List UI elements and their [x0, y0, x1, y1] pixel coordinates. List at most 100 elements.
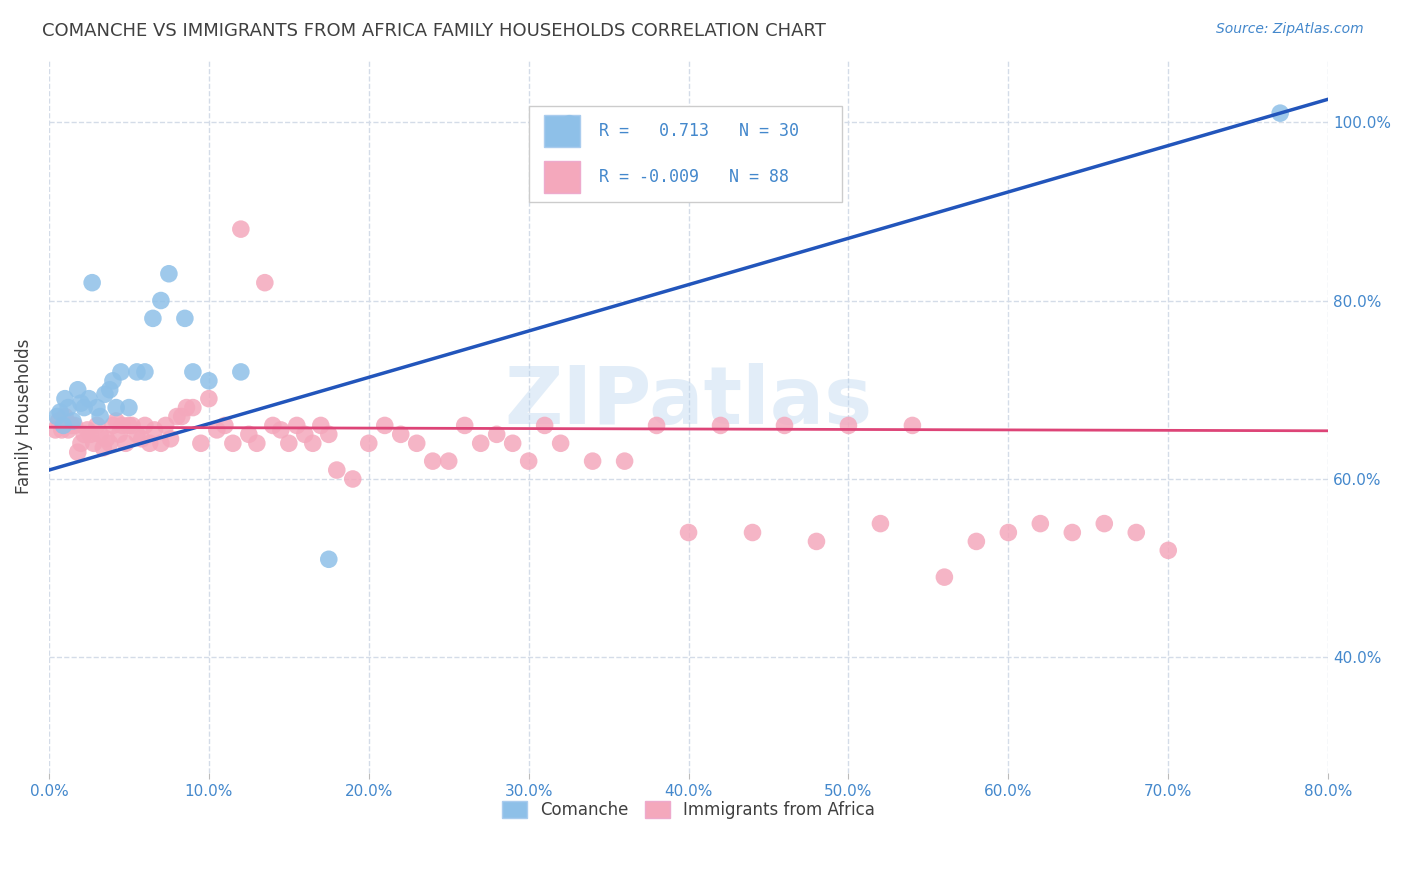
Point	[131, 432, 153, 446]
Point	[437, 454, 460, 468]
Point	[138, 436, 160, 450]
Point	[262, 418, 284, 433]
Point	[405, 436, 427, 450]
Point	[101, 374, 124, 388]
Point	[89, 427, 111, 442]
Point	[1092, 516, 1115, 531]
Point	[89, 409, 111, 424]
Point	[159, 432, 181, 446]
Point	[56, 423, 79, 437]
Point	[470, 436, 492, 450]
Point	[229, 365, 252, 379]
Point	[48, 414, 70, 428]
Point	[86, 418, 108, 433]
Point	[157, 267, 180, 281]
Point	[181, 365, 204, 379]
Point	[134, 365, 156, 379]
Point	[806, 534, 828, 549]
Point	[66, 383, 89, 397]
Point	[301, 436, 323, 450]
Point	[678, 525, 700, 540]
Point	[91, 441, 114, 455]
Point	[62, 414, 84, 428]
Point	[86, 401, 108, 415]
Point	[118, 401, 141, 415]
Point	[125, 427, 148, 442]
Point	[53, 392, 76, 406]
Point	[79, 427, 101, 442]
Point	[645, 418, 668, 433]
Point	[741, 525, 763, 540]
Point	[105, 401, 128, 415]
Point	[96, 432, 118, 446]
Point	[389, 427, 412, 442]
Point	[82, 276, 104, 290]
Point	[318, 427, 340, 442]
Point	[709, 418, 731, 433]
Point	[101, 418, 124, 433]
Point	[173, 311, 195, 326]
Point	[51, 423, 73, 437]
Point	[613, 454, 636, 468]
Point	[294, 427, 316, 442]
Point	[1270, 106, 1292, 120]
Point	[1062, 525, 1084, 540]
Point	[326, 463, 349, 477]
Point	[965, 534, 987, 549]
Point	[176, 401, 198, 415]
Point	[70, 436, 93, 450]
Point	[229, 222, 252, 236]
Point	[108, 427, 131, 442]
Point	[170, 409, 193, 424]
Point	[134, 418, 156, 433]
Point	[214, 418, 236, 433]
Point	[1029, 516, 1052, 531]
Y-axis label: Family Households: Family Households	[15, 339, 32, 494]
Point	[934, 570, 956, 584]
Point	[270, 423, 292, 437]
Point	[869, 516, 891, 531]
Point	[125, 365, 148, 379]
Point	[422, 454, 444, 468]
Point	[94, 387, 117, 401]
Point	[73, 401, 96, 415]
Point	[533, 418, 555, 433]
Point	[46, 409, 69, 424]
Point	[149, 436, 172, 450]
Point	[60, 418, 83, 433]
Text: Source: ZipAtlas.com: Source: ZipAtlas.com	[1216, 22, 1364, 37]
Point	[454, 418, 477, 433]
Point	[76, 423, 98, 437]
Point	[277, 436, 299, 450]
Point	[166, 409, 188, 424]
Point	[56, 401, 79, 415]
Point	[374, 418, 396, 433]
Point	[118, 418, 141, 433]
Point	[1157, 543, 1180, 558]
Point	[155, 418, 177, 433]
Point	[318, 552, 340, 566]
Point	[198, 374, 221, 388]
Text: R =   0.713   N = 30: R = 0.713 N = 30	[599, 122, 799, 140]
Point	[550, 436, 572, 450]
Point	[357, 436, 380, 450]
Point	[502, 436, 524, 450]
FancyBboxPatch shape	[529, 106, 842, 202]
Point	[83, 436, 105, 450]
Text: COMANCHE VS IMMIGRANTS FROM AFRICA FAMILY HOUSEHOLDS CORRELATION CHART: COMANCHE VS IMMIGRANTS FROM AFRICA FAMIL…	[42, 22, 827, 40]
Point	[70, 396, 93, 410]
Point	[52, 418, 75, 433]
Point	[110, 365, 132, 379]
Point	[342, 472, 364, 486]
Point	[143, 423, 166, 437]
Point	[111, 418, 134, 433]
Legend: Comanche, Immigrants from Africa: Comanche, Immigrants from Africa	[495, 794, 882, 826]
Point	[222, 436, 245, 450]
Point	[181, 401, 204, 415]
Point	[49, 405, 72, 419]
Point	[773, 418, 796, 433]
Point	[142, 311, 165, 326]
Bar	[544, 161, 579, 193]
Point	[121, 418, 143, 433]
Point	[581, 454, 603, 468]
